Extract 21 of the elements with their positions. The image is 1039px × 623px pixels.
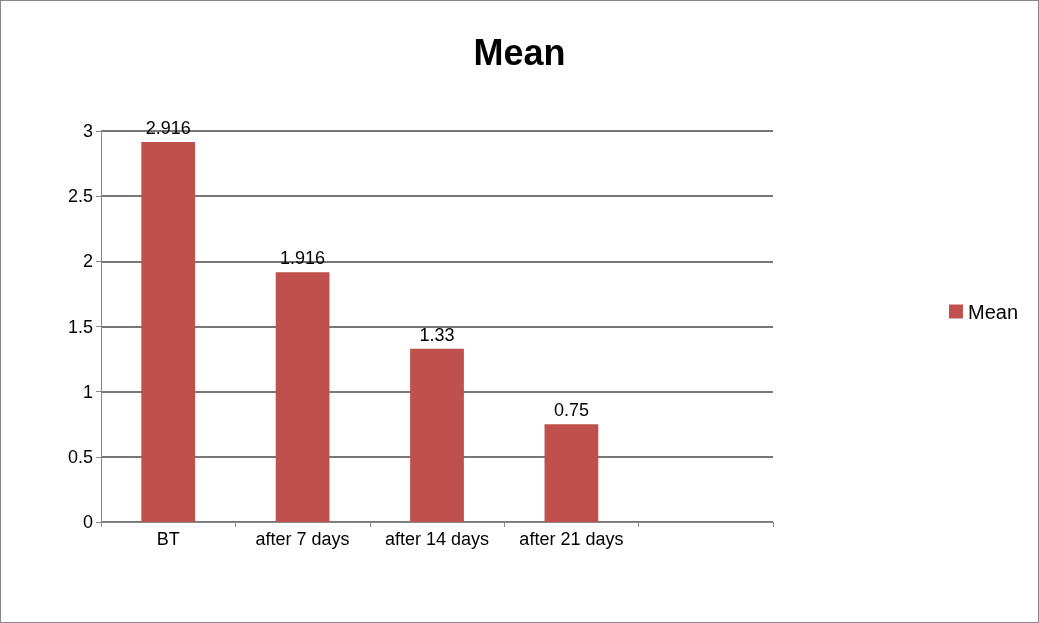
bar — [544, 424, 599, 522]
chart-title: Mean — [473, 31, 566, 73]
legend-label: Mean — [967, 300, 1018, 323]
bar — [275, 272, 330, 522]
data-label: 1.916 — [280, 248, 326, 269]
y-tick-label: 1.5 — [67, 316, 93, 337]
x-tick-label: after 21 days — [519, 529, 624, 549]
y-tick-label: 1 — [82, 381, 93, 402]
y-tick-label: 2.5 — [67, 186, 93, 207]
data-label: 0.75 — [553, 400, 589, 421]
y-tick-label: 0.5 — [67, 446, 93, 467]
x-tick-label: after 7 days — [255, 529, 350, 549]
y-tick-label: 3 — [82, 121, 93, 141]
data-label: 2.916 — [145, 117, 191, 138]
bar — [410, 348, 464, 522]
x-tick-label: after 14 days — [384, 529, 490, 549]
bar — [141, 141, 196, 522]
y-tick-label: 0 — [82, 512, 93, 532]
x-tick-label: BT — [156, 529, 180, 549]
data-label: 1.33 — [419, 324, 455, 345]
y-tick-label: 2 — [82, 251, 93, 272]
